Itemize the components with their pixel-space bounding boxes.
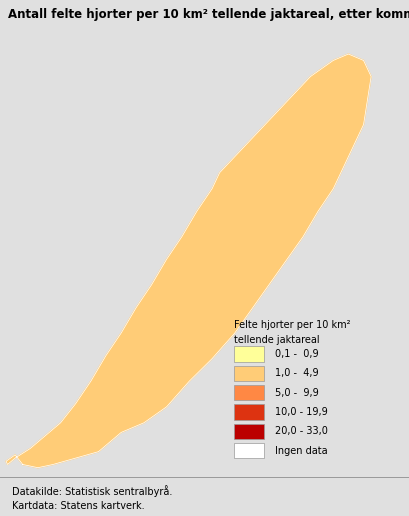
Text: Antall felte hjorter per 10 km² tellende jaktareal, etter kommune. 2005*: Antall felte hjorter per 10 km² tellende…	[8, 8, 409, 21]
Text: 5,0 -  9,9: 5,0 - 9,9	[275, 388, 319, 398]
Text: Felte hjorter per 10 km²: Felte hjorter per 10 km²	[234, 320, 350, 330]
Bar	[234, 385, 265, 400]
Text: 0,1 -  0,9: 0,1 - 0,9	[275, 349, 318, 359]
Bar	[234, 424, 265, 439]
Text: Kartdata: Statens kartverk.: Kartdata: Statens kartverk.	[12, 502, 145, 511]
Bar	[234, 365, 265, 381]
Bar	[234, 405, 265, 420]
Text: 10,0 - 19,9: 10,0 - 19,9	[275, 407, 328, 417]
Text: 20,0 - 33,0: 20,0 - 33,0	[275, 426, 328, 437]
Text: Ingen data: Ingen data	[275, 446, 327, 456]
Text: Datakilde: Statistisk sentralbyrå.: Datakilde: Statistisk sentralbyrå.	[12, 485, 173, 497]
Text: 1,0 -  4,9: 1,0 - 4,9	[275, 368, 318, 378]
Text: tellende jaktareal: tellende jaktareal	[234, 335, 319, 345]
Bar	[234, 346, 265, 362]
Polygon shape	[6, 54, 371, 467]
Bar	[234, 443, 265, 458]
